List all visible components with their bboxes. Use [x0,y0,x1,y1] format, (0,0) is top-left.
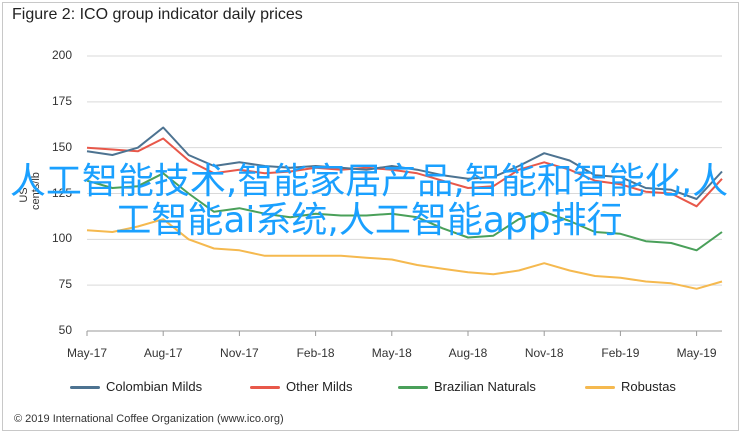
series-line-robustas [86,218,723,290]
x-tick-label: May-19 [676,346,717,360]
x-tick-label: Nov-17 [220,346,259,360]
x-tick-label: May-17 [66,346,107,360]
legend-item: Other Milds [250,379,352,394]
x-tick-label: May-18 [371,346,412,360]
x-tick-label: Aug-17 [143,346,183,360]
y-tick-label: 100 [51,231,72,246]
copyright-text: © 2019 International Coffee Organization… [14,413,284,425]
legend-swatch [398,386,428,390]
x-tick-label: Feb-19 [601,346,640,360]
line-chart [86,55,723,336]
y-tick-label: 125 [51,185,72,200]
legend-label: Brazilian Naturals [434,379,536,394]
legend-label: Other Milds [286,379,353,394]
overlay-caption: 人工智能技术,智能家居产品,智能和智能化,人工智能ai系统,人工智能app排行 [9,161,729,241]
x-tick-label: Aug-18 [448,346,488,360]
y-tick-label: 150 [51,139,72,154]
legend-item: Colombian Milds [70,379,202,394]
legend-item: Robustas [585,379,676,394]
figure-title: Figure 2: ICO group indicator daily pric… [12,6,303,23]
series-line-colombian-milds [86,126,723,200]
series-line-other-milds [86,137,723,208]
figure-frame [2,2,739,431]
legend-label: Colombian Milds [106,379,203,394]
y-tick-label: 75 [58,277,72,292]
x-tick-label: Nov-18 [524,346,564,360]
legend-item: Brazilian Naturals [398,379,536,394]
legend-swatch [585,386,615,390]
chart-legend: Colombian Milds Other Milds Brazilian Natu… [0,379,743,401]
series-line-brazilian-naturals [86,172,723,252]
legend-label: Robustas [621,379,676,394]
y-tick-label: 175 [51,93,72,108]
x-tick-label: Feb-18 [296,346,335,360]
y-tick-label: 50 [58,323,72,337]
y-tick-label: 200 [51,48,72,62]
legend-swatch [70,386,100,390]
legend-swatch [250,386,280,390]
